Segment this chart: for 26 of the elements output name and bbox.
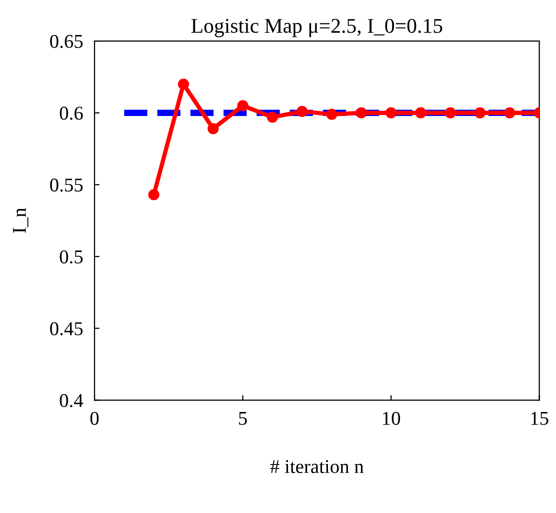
x-tick-label: 10	[383, 412, 400, 425]
y-axis-title: I_n	[13, 208, 28, 233]
point	[415, 107, 426, 118]
x-tick-label: 0	[90, 412, 99, 425]
point	[266, 112, 278, 123]
y-tick-label: 0.65	[50, 34, 83, 48]
x-axis-title: # iteration n	[270, 460, 364, 474]
point	[385, 107, 397, 118]
x-tick-label: 5	[239, 412, 247, 425]
y-tick-label: 0.5	[60, 250, 83, 264]
point	[474, 107, 486, 118]
point	[356, 107, 367, 118]
point	[178, 78, 190, 90]
y-tick-label: 0.6	[60, 106, 83, 120]
point	[296, 106, 308, 117]
y-tick-label: 0.4	[60, 394, 84, 408]
y-tick-label: 0.45	[50, 322, 83, 336]
y-tick-label: 0.55	[50, 178, 83, 192]
point	[237, 100, 248, 112]
x-tick-label: 15	[531, 412, 548, 425]
point	[444, 107, 456, 118]
point	[148, 189, 160, 200]
chart-title: Logistic Map μ=2.5, I_0=0.15	[191, 18, 442, 38]
point	[504, 107, 516, 118]
point	[326, 108, 338, 120]
point	[208, 123, 219, 134]
